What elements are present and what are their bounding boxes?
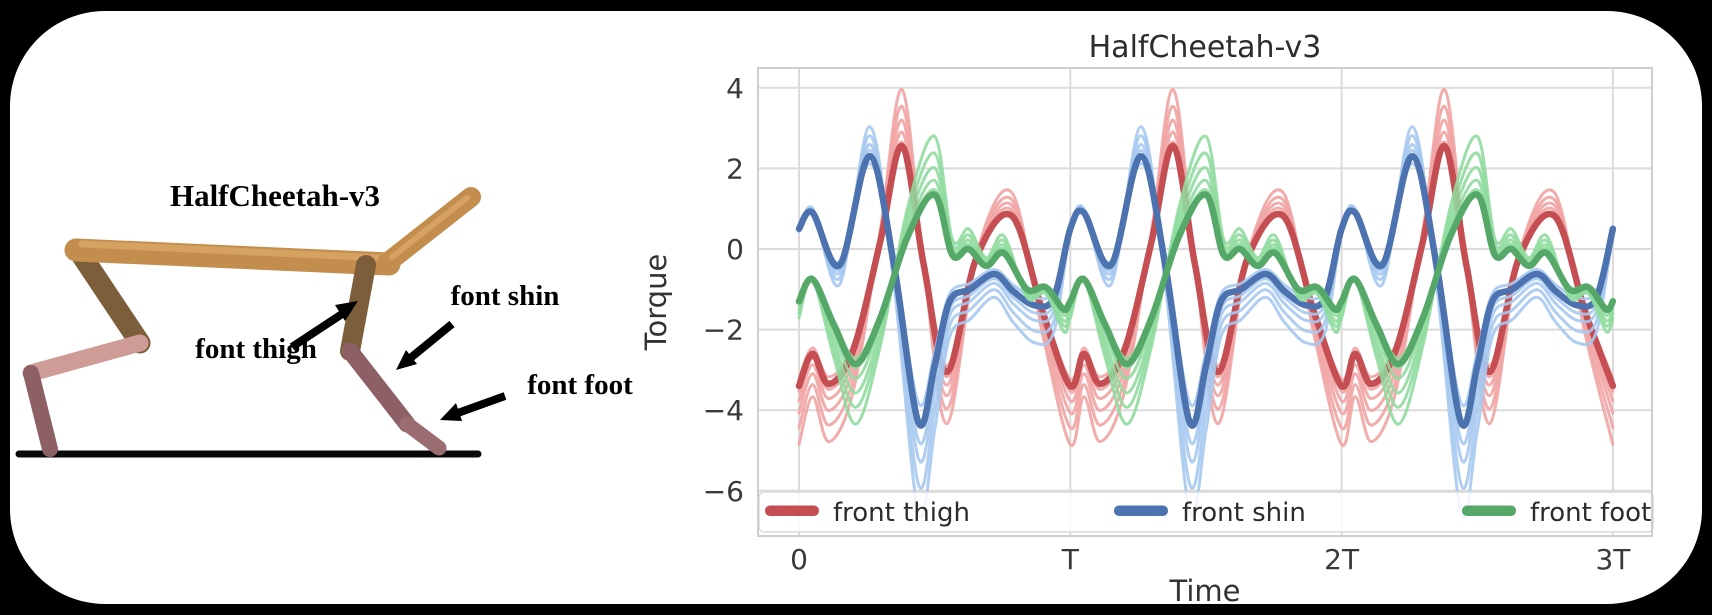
torque-chart: front thigh front shin front foot 4 2 0 −2 −4 −6… <box>703 67 1654 576</box>
y-tick-label: 2 <box>726 152 744 185</box>
y-tick-label: −4 <box>703 394 744 427</box>
cheetah-illustration <box>15 187 482 458</box>
series-front-shin-sample-line <box>797 134 1615 490</box>
series-front-foot-sample-line <box>797 134 1615 426</box>
series-front-shin-mean-line <box>795 153 1617 429</box>
legend-swatch-front-thigh <box>765 505 819 516</box>
series-front-shin-sample-line <box>797 125 1615 519</box>
foot-arrow <box>440 392 507 421</box>
y-tick-label: 0 <box>726 233 744 266</box>
x-axis-label: Time <box>1169 574 1241 608</box>
shin-arrow <box>396 320 455 370</box>
cheetah-back-foot <box>23 365 58 457</box>
series-front-foot-mean-line <box>795 191 1617 368</box>
cheetah-front-thigh <box>340 255 376 361</box>
cheetah-front-shin <box>341 342 416 433</box>
plot-border <box>757 67 1653 537</box>
cheetah-back-shin <box>22 334 149 382</box>
cheetah-torso-highlight <box>78 240 389 262</box>
thigh-arrow <box>289 301 358 351</box>
annotation-arrows <box>289 301 507 421</box>
series-curves <box>795 88 1617 519</box>
legend-label-front-thigh: front thigh <box>833 498 970 528</box>
legend-swatch-front-foot <box>1462 505 1516 516</box>
series-front-foot <box>795 134 1617 426</box>
y-tick-label: −6 <box>703 475 744 508</box>
y-tick-label: −2 <box>703 314 744 347</box>
x-tick-label: T <box>1061 543 1080 576</box>
series-front-thigh <box>795 88 1617 448</box>
series-front-thigh-mean-line <box>795 142 1617 390</box>
cheetah-head-highlight <box>389 195 470 260</box>
legend-label-front-foot: front foot <box>1530 498 1651 528</box>
series-front-shin <box>795 125 1617 519</box>
label-front-shin: font shin <box>451 280 560 312</box>
label-front-foot: font foot <box>527 369 633 401</box>
left-panel-title: HalfCheetah-v3 <box>170 178 380 213</box>
legend-label-front-shin: front shin <box>1182 498 1306 528</box>
x-tick-label: 3T <box>1595 543 1631 576</box>
chart-title: HalfCheetah-v3 <box>1089 30 1322 65</box>
cheetah-torso <box>64 238 401 276</box>
y-axis-label: Torque <box>639 254 673 352</box>
chart-legend: front thigh front shin front foot <box>758 491 1654 533</box>
series-front-shin-sample-line <box>797 142 1615 464</box>
tick-labels: 4 2 0 −2 −4 −6 0 T 2T 3T <box>703 72 1632 576</box>
cheetah-back-thigh <box>69 242 151 354</box>
legend-swatch-front-shin <box>1114 505 1168 516</box>
label-front-thigh: font thigh <box>195 333 317 365</box>
y-tick-label: 4 <box>726 72 744 105</box>
x-tick-label: 0 <box>790 543 808 576</box>
cheetah-front-foot <box>399 416 447 456</box>
x-tick-label: 2T <box>1324 543 1360 576</box>
